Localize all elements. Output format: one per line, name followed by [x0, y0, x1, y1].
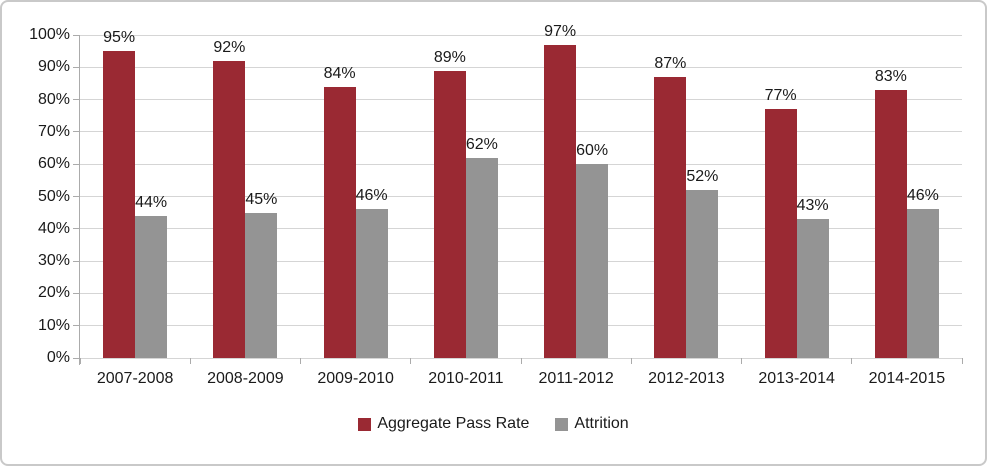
x-axis-tick [79, 358, 81, 364]
bar-pass-rate [323, 86, 356, 358]
x-axis-tick [851, 358, 853, 364]
y-tick-label: 0% [46, 349, 70, 366]
bar-pass-rate [103, 51, 136, 358]
bar-label: 97% [544, 22, 577, 40]
y-axis-tick [73, 131, 79, 133]
y-axis-tick [73, 292, 79, 294]
bar-label: 52% [686, 168, 719, 186]
x-category-label: 2013-2014 [758, 370, 835, 387]
y-tick-label: 20% [37, 284, 70, 302]
bar-pass-rate [544, 44, 577, 358]
y-tick-label: 30% [37, 252, 70, 270]
x-category-label: 2010-2011 [428, 370, 504, 387]
grid-line [80, 99, 962, 101]
bar-pass-rate [433, 70, 466, 358]
y-axis-tick [73, 163, 79, 165]
grid-line [80, 131, 962, 133]
bar-attrition [245, 212, 278, 358]
x-axis-tick [300, 358, 301, 364]
bar-label: 62% [465, 135, 498, 153]
bar-label: 46% [355, 187, 388, 205]
bar-label: 44% [135, 193, 168, 211]
bar-pass-rate [213, 60, 246, 358]
x-category-label: 2012-2013 [648, 370, 725, 387]
bar-label: 84% [323, 64, 356, 82]
y-axis-tick [73, 99, 79, 101]
x-category-label: 2008-2009 [207, 370, 284, 387]
bar-label: 45% [245, 190, 278, 208]
bar-label: 87% [654, 55, 687, 72]
x-axis-tick [189, 358, 191, 364]
x-axis-tick [520, 358, 522, 364]
bar-attrition [135, 215, 168, 358]
legend-item: Aggregate Pass Rate [358, 415, 529, 433]
plot-area: 95% 44% 92% 45% 84% 46% 89% 62% 97% 60% 87% 52% 77% 4… [73, 23, 963, 364]
x-axis-tick [630, 358, 632, 364]
grid-line [80, 325, 962, 327]
bar-attrition [796, 219, 829, 358]
bar-label: 95% [103, 29, 136, 47]
y-tick-label: 100% [29, 26, 70, 43]
legend-label: Attrition [574, 415, 629, 432]
grid-line [80, 34, 962, 36]
grid-line [80, 163, 962, 165]
bar-label: 43% [796, 197, 829, 215]
bar-label: 60% [576, 142, 609, 160]
x-axis-tick [741, 358, 742, 364]
x-category-label: 2007-2008 [96, 370, 174, 387]
y-tick-label: 50% [37, 187, 70, 205]
bar-pass-rate [874, 89, 907, 358]
x-category-label: 2011-2012 [538, 370, 614, 387]
bar-attrition [906, 209, 939, 358]
grid-line [80, 228, 962, 230]
x-axis-tick [410, 358, 412, 364]
bar-label: 83% [874, 67, 907, 85]
y-axis-tick [73, 325, 79, 327]
grid-line [80, 196, 962, 197]
grid-line [80, 292, 962, 294]
y-axis-tick [73, 196, 79, 197]
y-tick-label: 60% [37, 155, 70, 173]
y-tick-label: 80% [37, 90, 70, 108]
grid-line [80, 260, 962, 262]
legend-item: Attrition [555, 415, 629, 433]
legend-swatch [358, 417, 372, 431]
legend-swatch [555, 417, 569, 431]
bar-pass-rate [764, 109, 797, 358]
y-axis-line [79, 35, 80, 365]
grid-line [80, 66, 962, 68]
y-tick-label: 90% [37, 58, 70, 76]
bar-label: 46% [906, 187, 939, 205]
legend: Aggregate Pass Rate Attrition [2, 415, 985, 433]
bar-attrition [465, 157, 498, 358]
x-category-label: 2014-2015 [868, 370, 946, 387]
bar-label: 92% [213, 38, 246, 56]
y-axis-tick [73, 34, 79, 36]
y-tick-label: 40% [37, 219, 70, 237]
x-axis-tick [961, 358, 963, 364]
bar-attrition [355, 209, 388, 358]
y-axis-tick [73, 228, 79, 230]
x-category-label: 2009-2010 [317, 370, 394, 387]
bar-label: 77% [764, 87, 797, 105]
bar-attrition [576, 164, 609, 358]
y-tick-label: 70% [37, 122, 70, 140]
bar-label: 89% [433, 48, 466, 66]
y-axis-tick [73, 260, 79, 262]
y-tick-label: 10% [37, 316, 70, 334]
legend-label: Aggregate Pass Rate [377, 415, 530, 432]
y-axis-tick [73, 66, 79, 68]
bar-attrition [686, 190, 719, 358]
bar-pass-rate [654, 77, 687, 358]
y-axis-tick [73, 357, 79, 359]
